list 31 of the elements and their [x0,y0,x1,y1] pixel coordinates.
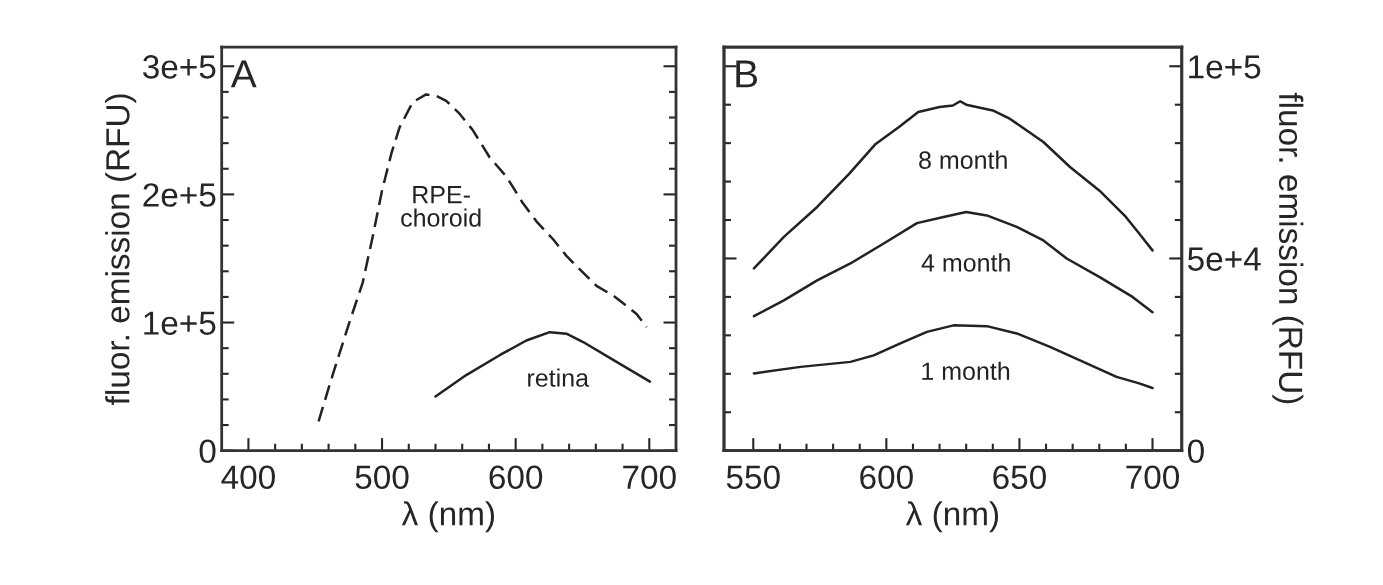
line-series [434,330,652,398]
line-series [752,210,1154,318]
series-label: 4 month [921,253,1010,272]
line-series [752,99,1154,270]
y2-axis-title: fluor. emission (RFU) [1272,92,1304,404]
x-tick-label: 700 [623,465,676,490]
series-label: retina [528,368,590,387]
x-axis-title: λ (nm) [401,501,494,533]
x-tick-label: 650 [993,465,1046,490]
line-series [317,93,648,423]
x-tick-label: 500 [355,465,409,490]
x-tick-label: 600 [489,465,543,490]
x-axis-title: λ (nm) [905,501,999,533]
y-tick-label: 1e+5 [144,311,216,335]
chart-title: B [736,60,758,88]
y-tick-label: 0 [199,439,216,464]
x-tick-label: 550 [726,465,780,490]
y2-tick-label: 0 [1187,439,1204,464]
line-series [752,324,1154,390]
series-label: RPE- choroid [401,186,481,227]
series-label: 8 month [919,150,1007,169]
series-label: 1 month [922,361,1010,381]
x-tick-label: 700 [1126,465,1179,490]
x-tick-label: 600 [860,465,913,490]
y-tick-label: 3e+5 [143,55,216,79]
y-tick-label: 2e+5 [143,183,216,207]
y2-tick-label: 1e+5 [1189,55,1261,79]
y-axis-title: fluor. emission (RFU) [105,94,137,405]
y2-tick-label: 5e+4 [1187,247,1261,271]
chart-title: A [230,60,257,88]
x-tick-label: 400 [221,465,275,490]
